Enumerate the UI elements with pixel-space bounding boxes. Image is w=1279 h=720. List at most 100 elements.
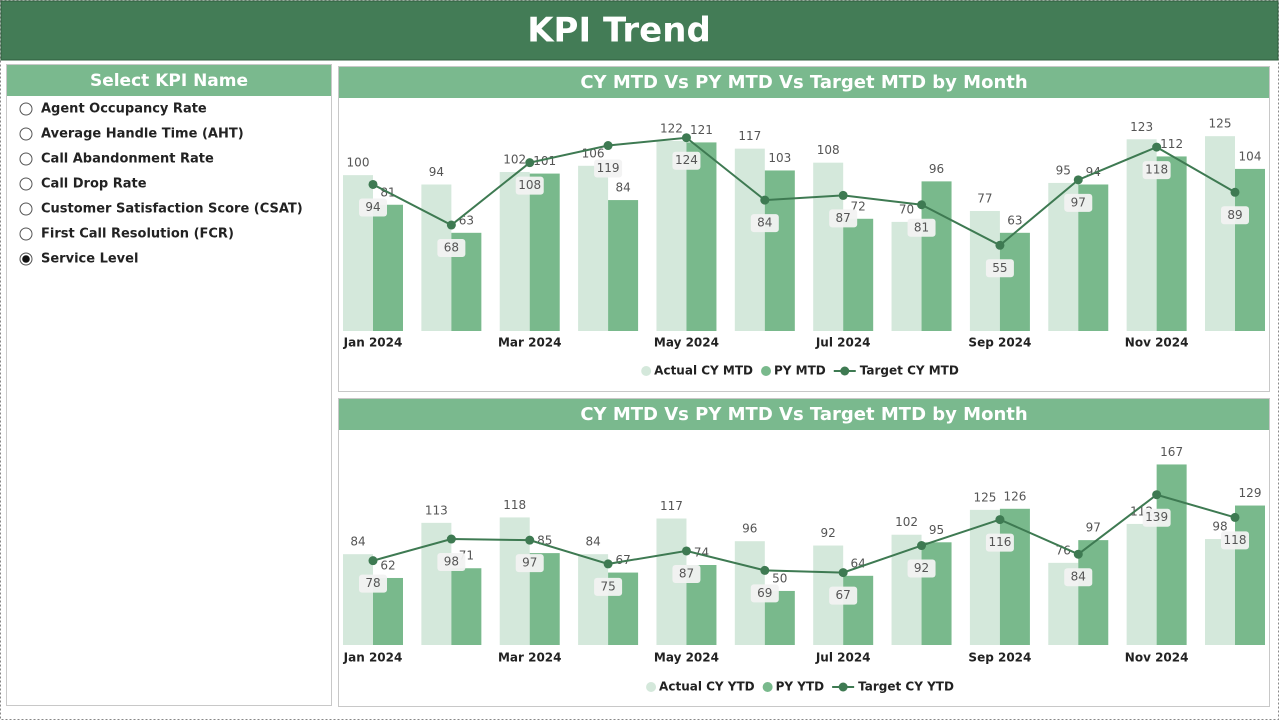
radio-option[interactable]: Service Level (19, 252, 138, 267)
data-label: 96 (742, 522, 757, 536)
x-tick-label: Jul 2024 (815, 336, 871, 350)
data-label-box (672, 151, 701, 170)
bar (373, 204, 403, 331)
target-point (446, 534, 456, 544)
bar (421, 184, 452, 331)
data-label: 67 (615, 553, 630, 567)
chart-panel (338, 66, 1270, 392)
radio-option[interactable]: Agent Occupancy Rate (19, 102, 207, 117)
data-label-box (594, 159, 623, 178)
legend-marker (838, 682, 848, 692)
bar (969, 509, 1000, 645)
radio-label[interactable]: Call Abandonment Rate (41, 152, 214, 167)
bar (1235, 505, 1265, 645)
radio-option[interactable]: Call Drop Rate (19, 177, 147, 192)
data-label: 118 (1224, 533, 1247, 547)
bar (343, 554, 373, 645)
legend-label: Target CY MTD (860, 364, 959, 378)
radio-button[interactable] (19, 202, 33, 216)
data-label: 89 (1227, 208, 1242, 222)
radio-label[interactable]: First Call Resolution (FCR) (41, 227, 234, 242)
x-tick-label: Mar 2024 (498, 336, 562, 350)
target-point (838, 190, 848, 200)
data-label: 129 (1239, 486, 1262, 500)
bar (1156, 156, 1187, 331)
radio-option[interactable]: Call Abandonment Rate (19, 152, 214, 167)
target-point (995, 240, 1005, 250)
x-tick-label: Jan 2024 (343, 651, 403, 665)
data-label: 97 (1086, 521, 1101, 535)
legend-label: Target CY YTD (858, 680, 954, 694)
target-point (1152, 142, 1162, 152)
legend: Actual CY YTD PY YTD Target CY YTD (646, 680, 954, 694)
target-point (838, 568, 848, 578)
data-label-box (750, 214, 779, 233)
data-label: 103 (768, 151, 791, 165)
radio-option[interactable]: Average Handle Time (AHT) (19, 127, 244, 142)
slicer-panel (6, 64, 332, 706)
x-tick-label: Sep 2024 (968, 336, 1031, 350)
chart-title-bar (339, 399, 1269, 430)
target-point (368, 179, 378, 189)
x-tick-label: May 2024 (654, 336, 719, 350)
bar (578, 165, 609, 331)
bar (764, 170, 795, 331)
target-point (917, 541, 927, 551)
slicer-title: Select KPI Name (90, 71, 248, 91)
data-label-box (907, 218, 936, 237)
radio-label[interactable]: Agent Occupancy Rate (41, 102, 207, 117)
radio-option[interactable]: First Call Resolution (FCR) (19, 227, 234, 242)
data-label-box (359, 198, 387, 217)
bar (891, 221, 922, 331)
radio-button[interactable] (19, 177, 33, 191)
bar (529, 173, 560, 331)
data-label-box (829, 586, 858, 605)
data-label: 112 (1160, 137, 1183, 151)
data-label-box (437, 239, 466, 258)
data-label: 70 (899, 202, 914, 216)
target-point (446, 220, 456, 230)
bar (1235, 168, 1265, 331)
data-label: 102 (895, 515, 918, 529)
data-label: 75 (600, 579, 615, 593)
target-point (760, 565, 770, 575)
data-label-box (672, 564, 701, 583)
target-point (681, 546, 691, 556)
target-point (603, 559, 613, 569)
bar (608, 200, 639, 331)
target-point (1230, 512, 1240, 522)
radio-button[interactable] (19, 227, 33, 241)
x-tick-label: Jan 2024 (343, 336, 403, 350)
data-label: 122 (660, 121, 683, 135)
data-label-box (750, 584, 779, 603)
legend-label: Actual CY YTD (659, 680, 755, 694)
radio-label[interactable]: Service Level (41, 252, 138, 267)
radio-dot (22, 255, 30, 263)
data-label: 98 (1212, 520, 1227, 534)
data-label-box (515, 176, 544, 195)
data-label: 81 (914, 220, 929, 234)
data-label: 117 (660, 499, 683, 513)
radio-label[interactable]: Customer Satisfaction Score (CSAT) (41, 202, 303, 217)
data-label: 102 (503, 153, 526, 167)
data-label: 63 (1007, 213, 1022, 227)
radio-option[interactable]: Customer Satisfaction Score (CSAT) (19, 202, 303, 217)
data-label: 94 (365, 200, 380, 214)
data-label: 126 (1003, 489, 1026, 503)
radio-button[interactable] (19, 127, 33, 141)
data-label: 87 (679, 566, 694, 580)
radio-label[interactable]: Call Drop Rate (41, 177, 147, 192)
header-title: KPI Trend (527, 11, 711, 51)
radio-label[interactable]: Average Handle Time (AHT) (41, 127, 244, 142)
header-bar (0, 0, 1279, 61)
bar (921, 181, 952, 331)
data-label: 139 (1145, 510, 1168, 524)
chart-panel (338, 398, 1270, 707)
radio-button[interactable] (19, 102, 33, 116)
radio-button[interactable] (19, 152, 33, 166)
data-label-box (359, 574, 387, 593)
chart-title: CY MTD Vs PY MTD Vs Target MTD by Month (580, 404, 1027, 425)
bar (686, 142, 717, 331)
data-label-box (985, 259, 1014, 278)
